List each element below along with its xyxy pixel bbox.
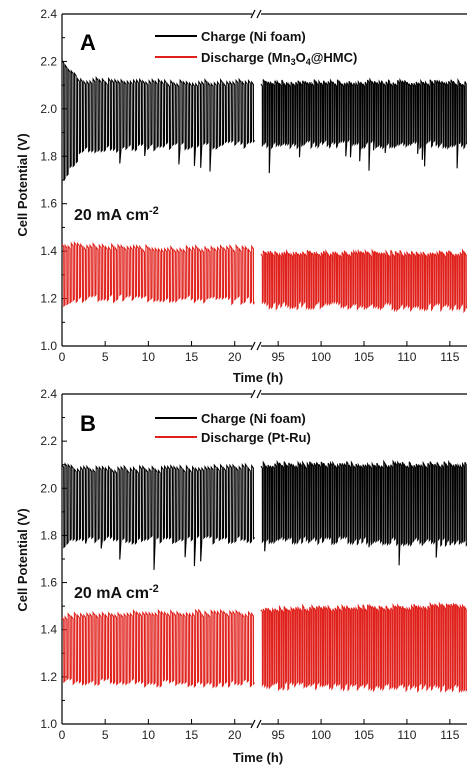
- x-tick-label: 20: [228, 350, 242, 364]
- x-tick-label: 100: [311, 350, 331, 364]
- axis-break-mark: [256, 9, 262, 19]
- axis-break-mark: [250, 389, 256, 399]
- y-tick-label: 1.8: [40, 528, 57, 542]
- legend-label-discharge-a: Discharge (Mn3O4@HMC): [201, 50, 357, 67]
- current-density-annotation-a: 20 mA cm-2: [74, 205, 159, 224]
- y-tick-label: 1.4: [40, 244, 57, 258]
- discharge-series-line-seg1: [260, 248, 467, 314]
- y-tick-label: 1.8: [40, 149, 57, 163]
- x-tick-label: 15: [185, 728, 199, 742]
- y-tick-label: 2.4: [40, 7, 57, 21]
- x-tick-label: 110: [397, 728, 416, 742]
- x-tick-label: 5: [102, 350, 109, 364]
- y-tick-label: 1.0: [40, 717, 57, 731]
- y-axis-label-a: Cell Potential (V): [15, 133, 30, 236]
- y-tick-label: 1.2: [40, 670, 57, 684]
- panel-label-b: B: [80, 411, 96, 436]
- discharge-series-line-seg1: [260, 601, 467, 694]
- legend-label-charge-b: Charge (Ni foam): [201, 411, 306, 426]
- legend-label-discharge-b: Discharge (Pt-Ru): [201, 430, 311, 445]
- legend-b: Charge (Ni foam) Discharge (Pt-Ru): [155, 411, 311, 445]
- panel-label-a: A: [80, 30, 96, 55]
- x-tick-label: 5: [102, 728, 109, 742]
- x-tick-label: 20: [228, 728, 242, 742]
- y-tick-label: 2.2: [40, 434, 57, 448]
- y-tick-label: 1.6: [40, 197, 57, 211]
- panel-b: 1.0 1.2 1.4 1.6 1.8 2.0 2.2 2.4 0 5 10 15 20 95 100 105…: [15, 387, 467, 765]
- current-density-annotation-b: 20 mA cm-2: [74, 583, 159, 602]
- charge-series-line-seg1: [260, 77, 467, 174]
- y-tick-label: 2.4: [40, 387, 57, 401]
- plot-area-b: 1.0 1.2 1.4 1.6 1.8 2.0 2.2 2.4 0 5 10 15 20 95 100 105…: [40, 387, 467, 742]
- axis-break-mark: [250, 719, 256, 729]
- x-tick-label: 10: [142, 728, 156, 742]
- x-tick-label: 0: [59, 350, 66, 364]
- x-tick-label: 95: [271, 350, 285, 364]
- x-tick-label: 105: [354, 728, 374, 742]
- x-tick-label: 0: [59, 728, 66, 742]
- y-tick-label: 1.2: [40, 292, 57, 306]
- charge-series-line-seg1: [260, 459, 467, 566]
- x-tick-label: 115: [440, 728, 459, 742]
- y-tick-label: 1.6: [40, 576, 57, 590]
- y-axis-label-b: Cell Potential (V): [15, 508, 30, 611]
- x-tick-label: 115: [440, 350, 459, 364]
- x-tick-label: 95: [271, 728, 285, 742]
- x-tick-label: 110: [397, 350, 416, 364]
- x-tick-label: 105: [354, 350, 374, 364]
- x-tick-label: 15: [185, 350, 199, 364]
- charge-series-line-seg0: [61, 60, 256, 182]
- y-tick-label: 2.0: [40, 102, 57, 116]
- axis-break-mark: [256, 389, 262, 399]
- legend-a: Charge (Ni foam) Discharge (Mn3O4@HMC): [155, 29, 357, 67]
- discharge-series-line-seg0: [61, 241, 255, 308]
- plot-area-a: 1.0 1.2 1.4 1.6 1.8 2.0 2.2 2.4 0 5 10 15 20 95 100 105…: [40, 7, 467, 364]
- x-tick-label: 100: [311, 728, 331, 742]
- axis-break-mark: [250, 341, 256, 351]
- y-tick-label: 1.0: [40, 339, 57, 353]
- axis-break-mark: [256, 719, 262, 729]
- y-tick-label: 2.2: [40, 54, 57, 68]
- y-tick-label: 2.0: [40, 481, 57, 495]
- axis-break-mark: [256, 341, 262, 351]
- charge-series-line-seg0: [61, 462, 256, 570]
- panel-a: 1.0 1.2 1.4 1.6 1.8 2.0 2.2 2.4 0 5 10 15 20 95 100 105…: [15, 7, 467, 385]
- x-axis-label-b: Time (h): [233, 750, 283, 765]
- axis-break-mark: [250, 9, 256, 19]
- x-axis-label-a: Time (h): [233, 370, 283, 385]
- discharge-series-line-seg0: [61, 608, 256, 689]
- legend-label-charge-a: Charge (Ni foam): [201, 29, 306, 44]
- y-tick-label: 1.4: [40, 623, 57, 637]
- x-tick-label: 10: [142, 350, 156, 364]
